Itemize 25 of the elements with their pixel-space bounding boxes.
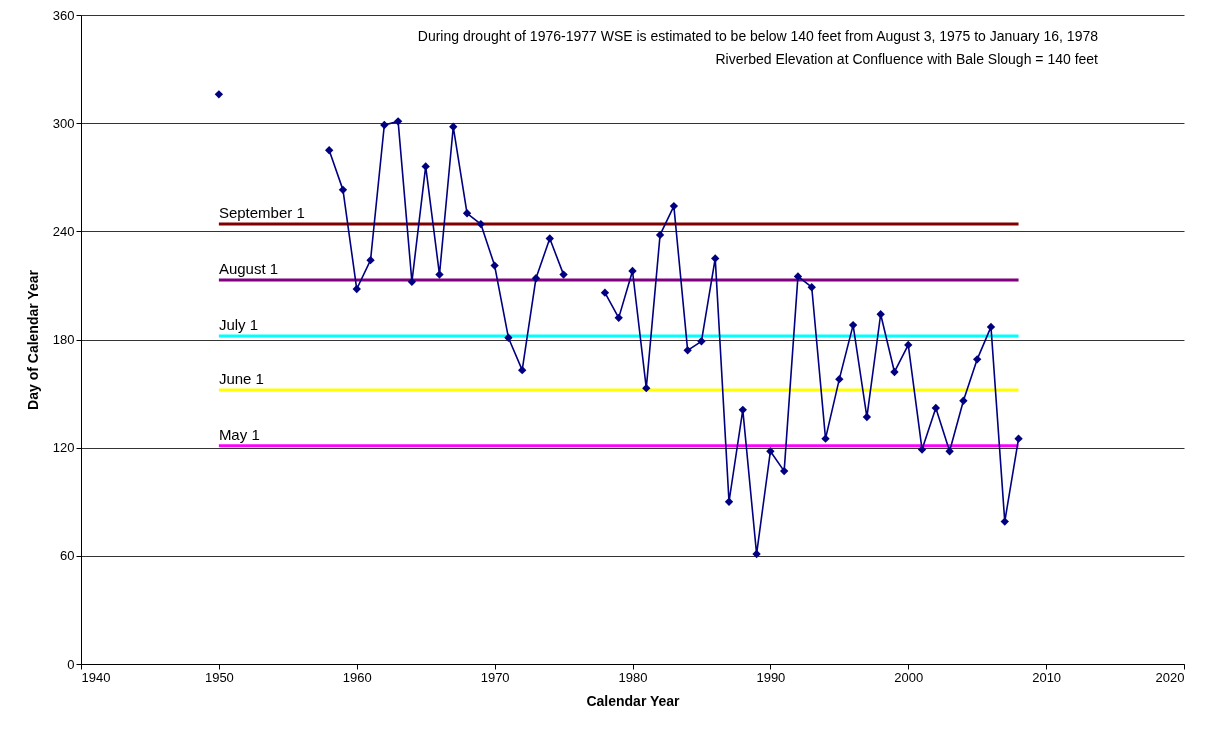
x-tick-label: 2010 [1032, 669, 1062, 685]
x-tick-label: 1990 [756, 669, 786, 685]
y-tick-label: 60 [60, 548, 75, 564]
ref-line-label: May 1 [218, 425, 260, 443]
ref-line-label: August 1 [218, 260, 279, 278]
y-tick-label: 300 [52, 115, 75, 131]
y-tick-label: 180 [52, 332, 75, 347]
y-tick-label: 240 [52, 223, 75, 239]
ref-line-label: September 1 [218, 204, 305, 222]
annotation: During drought of 1976-1977 WSE is estimated to be below 140 feet from August 3, 1975 to January 16, 1978 [417, 28, 1099, 44]
ref-line-label: June 1 [218, 369, 264, 387]
x-tick-label: 1960 [342, 669, 372, 685]
y-axis-title: Day of Calendar Year [24, 269, 41, 410]
x-tick-label: 1970 [480, 669, 510, 685]
ref-line-label: July 1 [218, 315, 259, 333]
x-tick-label: 2000 [894, 669, 924, 685]
x-tick-label: 1980 [618, 669, 648, 685]
x-tick-label: 1950 [204, 669, 234, 685]
y-tick-label: 360 [52, 7, 75, 23]
y-tick-label: 0 [67, 656, 75, 672]
x-axis-title: Calendar Year [586, 692, 681, 709]
x-tick-label: 2020 [1155, 669, 1185, 685]
x-tick-label: 1940 [81, 669, 111, 685]
annotation: Riverbed Elevation at Confluence with Bale Slough = 140 feet [715, 51, 1099, 67]
y-tick-label: 120 [52, 440, 75, 456]
